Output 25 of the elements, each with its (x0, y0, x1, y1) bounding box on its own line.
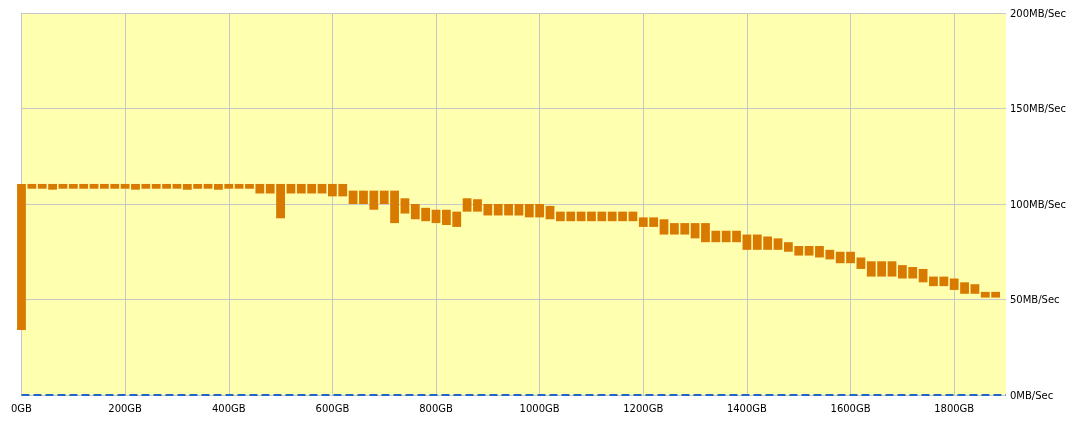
x-tick-label: 800GB (419, 402, 453, 414)
x-tick-label: 1800GB (934, 402, 975, 414)
x-tick-label: 1400GB (726, 402, 768, 414)
bar (773, 238, 783, 250)
y-tick-label: 150MB/Sec (1010, 103, 1066, 114)
x-tick-label: 0GB (10, 402, 33, 414)
x-tick-label: 1200GB (623, 402, 664, 414)
y-tick-label: 100MB/Sec (1010, 198, 1066, 210)
bar (887, 261, 897, 277)
bar (970, 284, 980, 294)
y-tick-label: 50MB/Sec (1010, 294, 1060, 305)
x-tick-label: 1000GB (519, 402, 560, 414)
bar (400, 198, 410, 214)
y-tick-label: 200MB/Sec (1010, 7, 1066, 19)
x-tick-label: 200GB (108, 402, 143, 414)
bar (203, 183, 213, 189)
bar (89, 183, 99, 189)
bar (659, 219, 669, 235)
x-tick-label: 1600GB (830, 402, 871, 414)
bar (172, 183, 182, 189)
x-tick-label: 600GB (315, 402, 350, 414)
x-tick-label: 400GB (211, 402, 246, 414)
bar (856, 257, 866, 269)
y-tick-label: 0MB/Sec (1010, 389, 1054, 401)
bar (58, 183, 68, 189)
